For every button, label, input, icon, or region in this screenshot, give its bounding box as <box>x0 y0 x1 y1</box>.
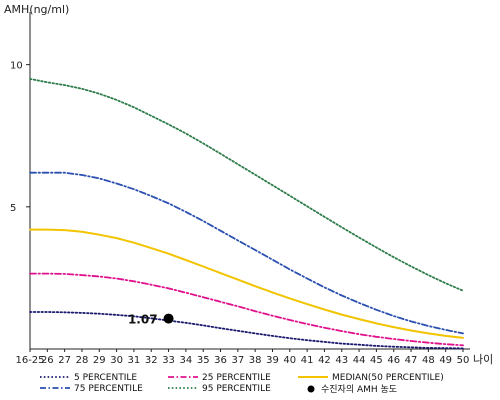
x-tick-label: 30 <box>110 355 123 366</box>
patient-amh-value-label: 1.07 <box>128 313 158 327</box>
x-tick-label: 39 <box>266 355 279 366</box>
x-tick-label: 27 <box>58 355 71 366</box>
legend-label: 25 PERCENTILE <box>202 373 271 383</box>
series-line-25-percentile <box>29 272 464 347</box>
legend-label: MEDIAN(50 PERCENTILE) <box>332 373 444 383</box>
x-tick-label: 32 <box>145 355 158 366</box>
x-tick-label: 48 <box>422 355 435 366</box>
y-tick-label: 10 <box>10 61 23 72</box>
legend-item: 95 PERCENTILE <box>168 384 271 394</box>
series-line-5-percentile <box>29 311 464 350</box>
series-line-median-50-percentile <box>29 228 464 339</box>
x-tick-label: 38 <box>249 355 262 366</box>
x-tick-label: 45 <box>370 355 383 366</box>
x-tick-label: 42 <box>318 355 331 366</box>
series-layer <box>29 78 464 350</box>
legend-label: 95 PERCENTILE <box>202 384 271 394</box>
series-line-75-percentile <box>29 171 464 335</box>
x-tick-label: 16-25 <box>15 355 44 366</box>
x-tick-label: 47 <box>405 355 418 366</box>
x-tick-label: 49 <box>439 355 452 366</box>
x-tick-label: 28 <box>76 355 89 366</box>
x-tick-label: 29 <box>93 355 106 366</box>
y-tick-label: 5 <box>10 203 16 214</box>
legend-item: 수진자의 AMH 농도 <box>307 384 397 395</box>
legend-label: 5 PERCENTILE <box>74 373 137 383</box>
x-tick-label: 35 <box>197 355 210 366</box>
x-tick-label: 26 <box>41 355 54 366</box>
x-tick-label: 37 <box>231 355 244 366</box>
patient-amh-point <box>163 313 174 324</box>
x-tick-label: 33 <box>162 355 175 366</box>
x-tick-label: 44 <box>353 355 366 366</box>
x-tick-label: 40 <box>283 355 296 366</box>
x-tick-label: 31 <box>128 355 141 366</box>
x-tick-label: 50 <box>457 355 470 366</box>
legend-item: 25 PERCENTILE <box>168 373 271 383</box>
legend-item: MEDIAN(50 PERCENTILE) <box>298 373 444 383</box>
x-tick-label: 34 <box>180 355 193 366</box>
legend-label: 수진자의 AMH 농도 <box>321 384 397 395</box>
series-line-95-percentile <box>29 78 464 292</box>
x-tick-label: 46 <box>387 355 400 366</box>
y-axis-title: AMH(ng/ml) <box>4 3 69 16</box>
x-tick-label: 41 <box>301 355 314 366</box>
legend-item: 5 PERCENTILE <box>40 373 137 383</box>
x-axis-title: 나이 <box>473 353 493 366</box>
legend-marker-swatch <box>307 385 315 393</box>
marker-layer: 1.07 <box>128 313 174 327</box>
legend-label: 75 PERCENTILE <box>74 384 143 394</box>
x-tick-label: 36 <box>214 355 227 366</box>
legend-item: 75 PERCENTILE <box>40 384 143 394</box>
x-tick-label: 43 <box>335 355 348 366</box>
